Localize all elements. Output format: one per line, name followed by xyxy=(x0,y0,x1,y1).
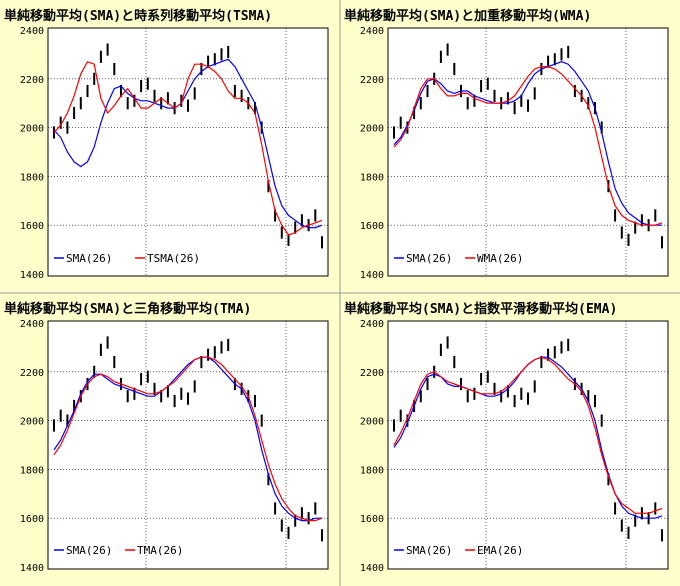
price-series xyxy=(393,43,663,249)
y-tick-label: 2200 xyxy=(20,75,44,86)
gridlines xyxy=(388,321,668,569)
y-tick-label: 1600 xyxy=(360,221,384,232)
chart-panel: 単純移動平均(SMA)と時系列移動平均(TSMA) 1400 1600 1800 20… xyxy=(4,8,329,281)
y-tick-label: 1400 xyxy=(20,270,44,281)
y-tick-label: 2000 xyxy=(20,417,44,428)
moving-average-lines xyxy=(393,356,663,519)
chart-panel: 単純移動平均(SMA)と加重移動平均(WMA) 1400 1600 1800 2000… xyxy=(344,8,669,281)
chart-title: 単純移動平均(SMA)と三角移動平均(TMA) xyxy=(4,301,251,317)
y-tick-label: 1600 xyxy=(20,514,44,525)
y-tick-label: 2000 xyxy=(360,417,384,428)
series-line xyxy=(53,58,323,229)
legend-label-sma: SMA(26) xyxy=(66,252,112,265)
chart-title: 単純移動平均(SMA)と時系列移動平均(TSMA) xyxy=(4,8,272,24)
y-tick-label: 1800 xyxy=(20,465,44,476)
series-line xyxy=(53,60,323,236)
y-tick-label: 2400 xyxy=(20,319,44,330)
y-tick-label: 1600 xyxy=(20,221,44,232)
y-tick-label: 2400 xyxy=(360,26,384,37)
legend-label-wma: WMA(26) xyxy=(477,252,523,265)
gridlines xyxy=(388,28,668,276)
series-line xyxy=(393,61,662,226)
legend-label-tma: TMA(26) xyxy=(137,544,183,557)
legend-label-sma: SMA(26) xyxy=(406,252,452,265)
legend-label-sma: SMA(26) xyxy=(406,544,452,557)
moving-average-lines xyxy=(393,61,663,226)
moving-average-lines xyxy=(53,356,323,522)
y-tick-label: 1800 xyxy=(360,172,384,183)
y-tick-label: 2400 xyxy=(20,26,44,37)
legend-label-sma: SMA(26) xyxy=(66,544,112,557)
y-tick-label: 1400 xyxy=(20,563,44,574)
series-line xyxy=(53,356,323,522)
y-tick-label: 2000 xyxy=(360,124,384,135)
price-series xyxy=(393,336,663,542)
chart-panel: 単純移動平均(SMA)と指数平滑移動平均(EMA) 1400 1600 1800 20… xyxy=(344,301,669,574)
chart-title: 単純移動平均(SMA)と加重移動平均(WMA) xyxy=(344,8,591,24)
y-tick-label: 1400 xyxy=(360,270,384,281)
y-tick-label: 2200 xyxy=(360,368,384,379)
legend-label-tsma: TSMA(26) xyxy=(147,252,200,265)
y-tick-label: 1600 xyxy=(360,514,384,525)
y-tick-label: 1400 xyxy=(360,563,384,574)
series-line xyxy=(393,65,663,226)
chart-title: 単純移動平均(SMA)と指数平滑移動平均(EMA) xyxy=(344,301,617,317)
legend-label-ema: EMA(26) xyxy=(477,544,523,557)
y-axis: 1400 1600 1800 2000 2200 2400 xyxy=(360,26,384,281)
y-axis: 1400 1600 1800 2000 2200 2400 xyxy=(360,319,384,574)
y-tick-label: 2200 xyxy=(360,75,384,86)
legend: SMA(26) EMA(26) xyxy=(394,544,523,557)
y-tick-label: 2000 xyxy=(20,124,44,135)
series-line xyxy=(53,356,322,522)
y-axis: 1400 1600 1800 2000 2200 2400 xyxy=(20,26,44,281)
legend: SMA(26) TMA(26) xyxy=(54,544,183,557)
y-tick-label: 1800 xyxy=(20,172,44,183)
legend: SMA(26) WMA(26) xyxy=(394,252,523,265)
gridlines xyxy=(48,321,328,569)
series-line xyxy=(393,356,663,514)
price-series xyxy=(53,336,323,542)
legend: SMA(26) TSMA(26) xyxy=(54,252,200,265)
y-axis: 1400 1600 1800 2000 2200 2400 xyxy=(20,319,44,574)
chart-panel: 単純移動平均(SMA)と三角移動平均(TMA) 1400 1600 1800 2000… xyxy=(4,301,329,574)
gridlines xyxy=(48,28,328,276)
y-tick-label: 2400 xyxy=(360,319,384,330)
y-tick-label: 2200 xyxy=(20,368,44,379)
moving-average-lines xyxy=(53,58,323,236)
y-tick-label: 1800 xyxy=(360,465,384,476)
